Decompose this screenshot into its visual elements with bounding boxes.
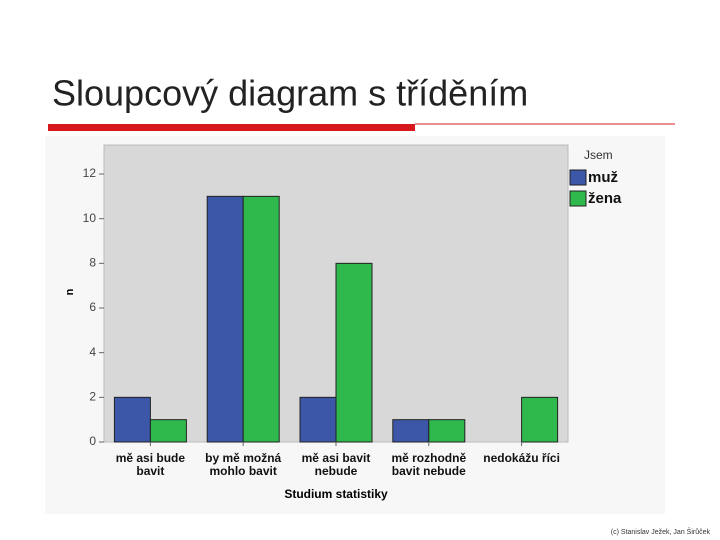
legend-swatch: [569, 169, 587, 186]
x-tick-label: nedokážu říci: [483, 451, 560, 465]
bar: [113, 396, 151, 443]
footer: (c) Stanislav Ježek, Jan Širůček: [611, 527, 711, 536]
bar: [149, 419, 187, 443]
y-tick-label: 2: [89, 390, 96, 404]
legend-swatch: [569, 190, 587, 207]
y-tick-label: 12: [83, 166, 97, 180]
bar: [521, 396, 559, 443]
y-tick-label: 4: [89, 345, 96, 359]
y-axis-label: n: [64, 288, 76, 295]
bar: [206, 195, 244, 443]
bar: [392, 419, 430, 443]
x-tick-label: by mě možná mohlo bavit: [205, 451, 282, 478]
y-tick-label: 10: [83, 211, 97, 225]
title-accent: [48, 124, 415, 131]
bar: [335, 262, 373, 443]
y-tick-label: 6: [89, 300, 96, 314]
legend-label: žena: [588, 190, 622, 207]
x-tick-label: mě rozhodně bavit nebude: [391, 451, 467, 478]
bar: [428, 419, 466, 443]
bar: [299, 396, 337, 443]
y-tick-label: 8: [89, 256, 96, 270]
x-axis-label: Studium statistiky: [284, 487, 388, 501]
legend-label: muž: [588, 169, 618, 186]
x-tick-label: mě asi bavit nebude: [301, 451, 371, 478]
legend-title: Jsem: [584, 148, 613, 162]
x-tick-label: mě asi bude bavit: [115, 451, 186, 478]
y-tick-label: 0: [89, 434, 96, 448]
slide-title: Sloupcový diagram s tříděním: [52, 73, 528, 114]
bar: [242, 195, 280, 443]
